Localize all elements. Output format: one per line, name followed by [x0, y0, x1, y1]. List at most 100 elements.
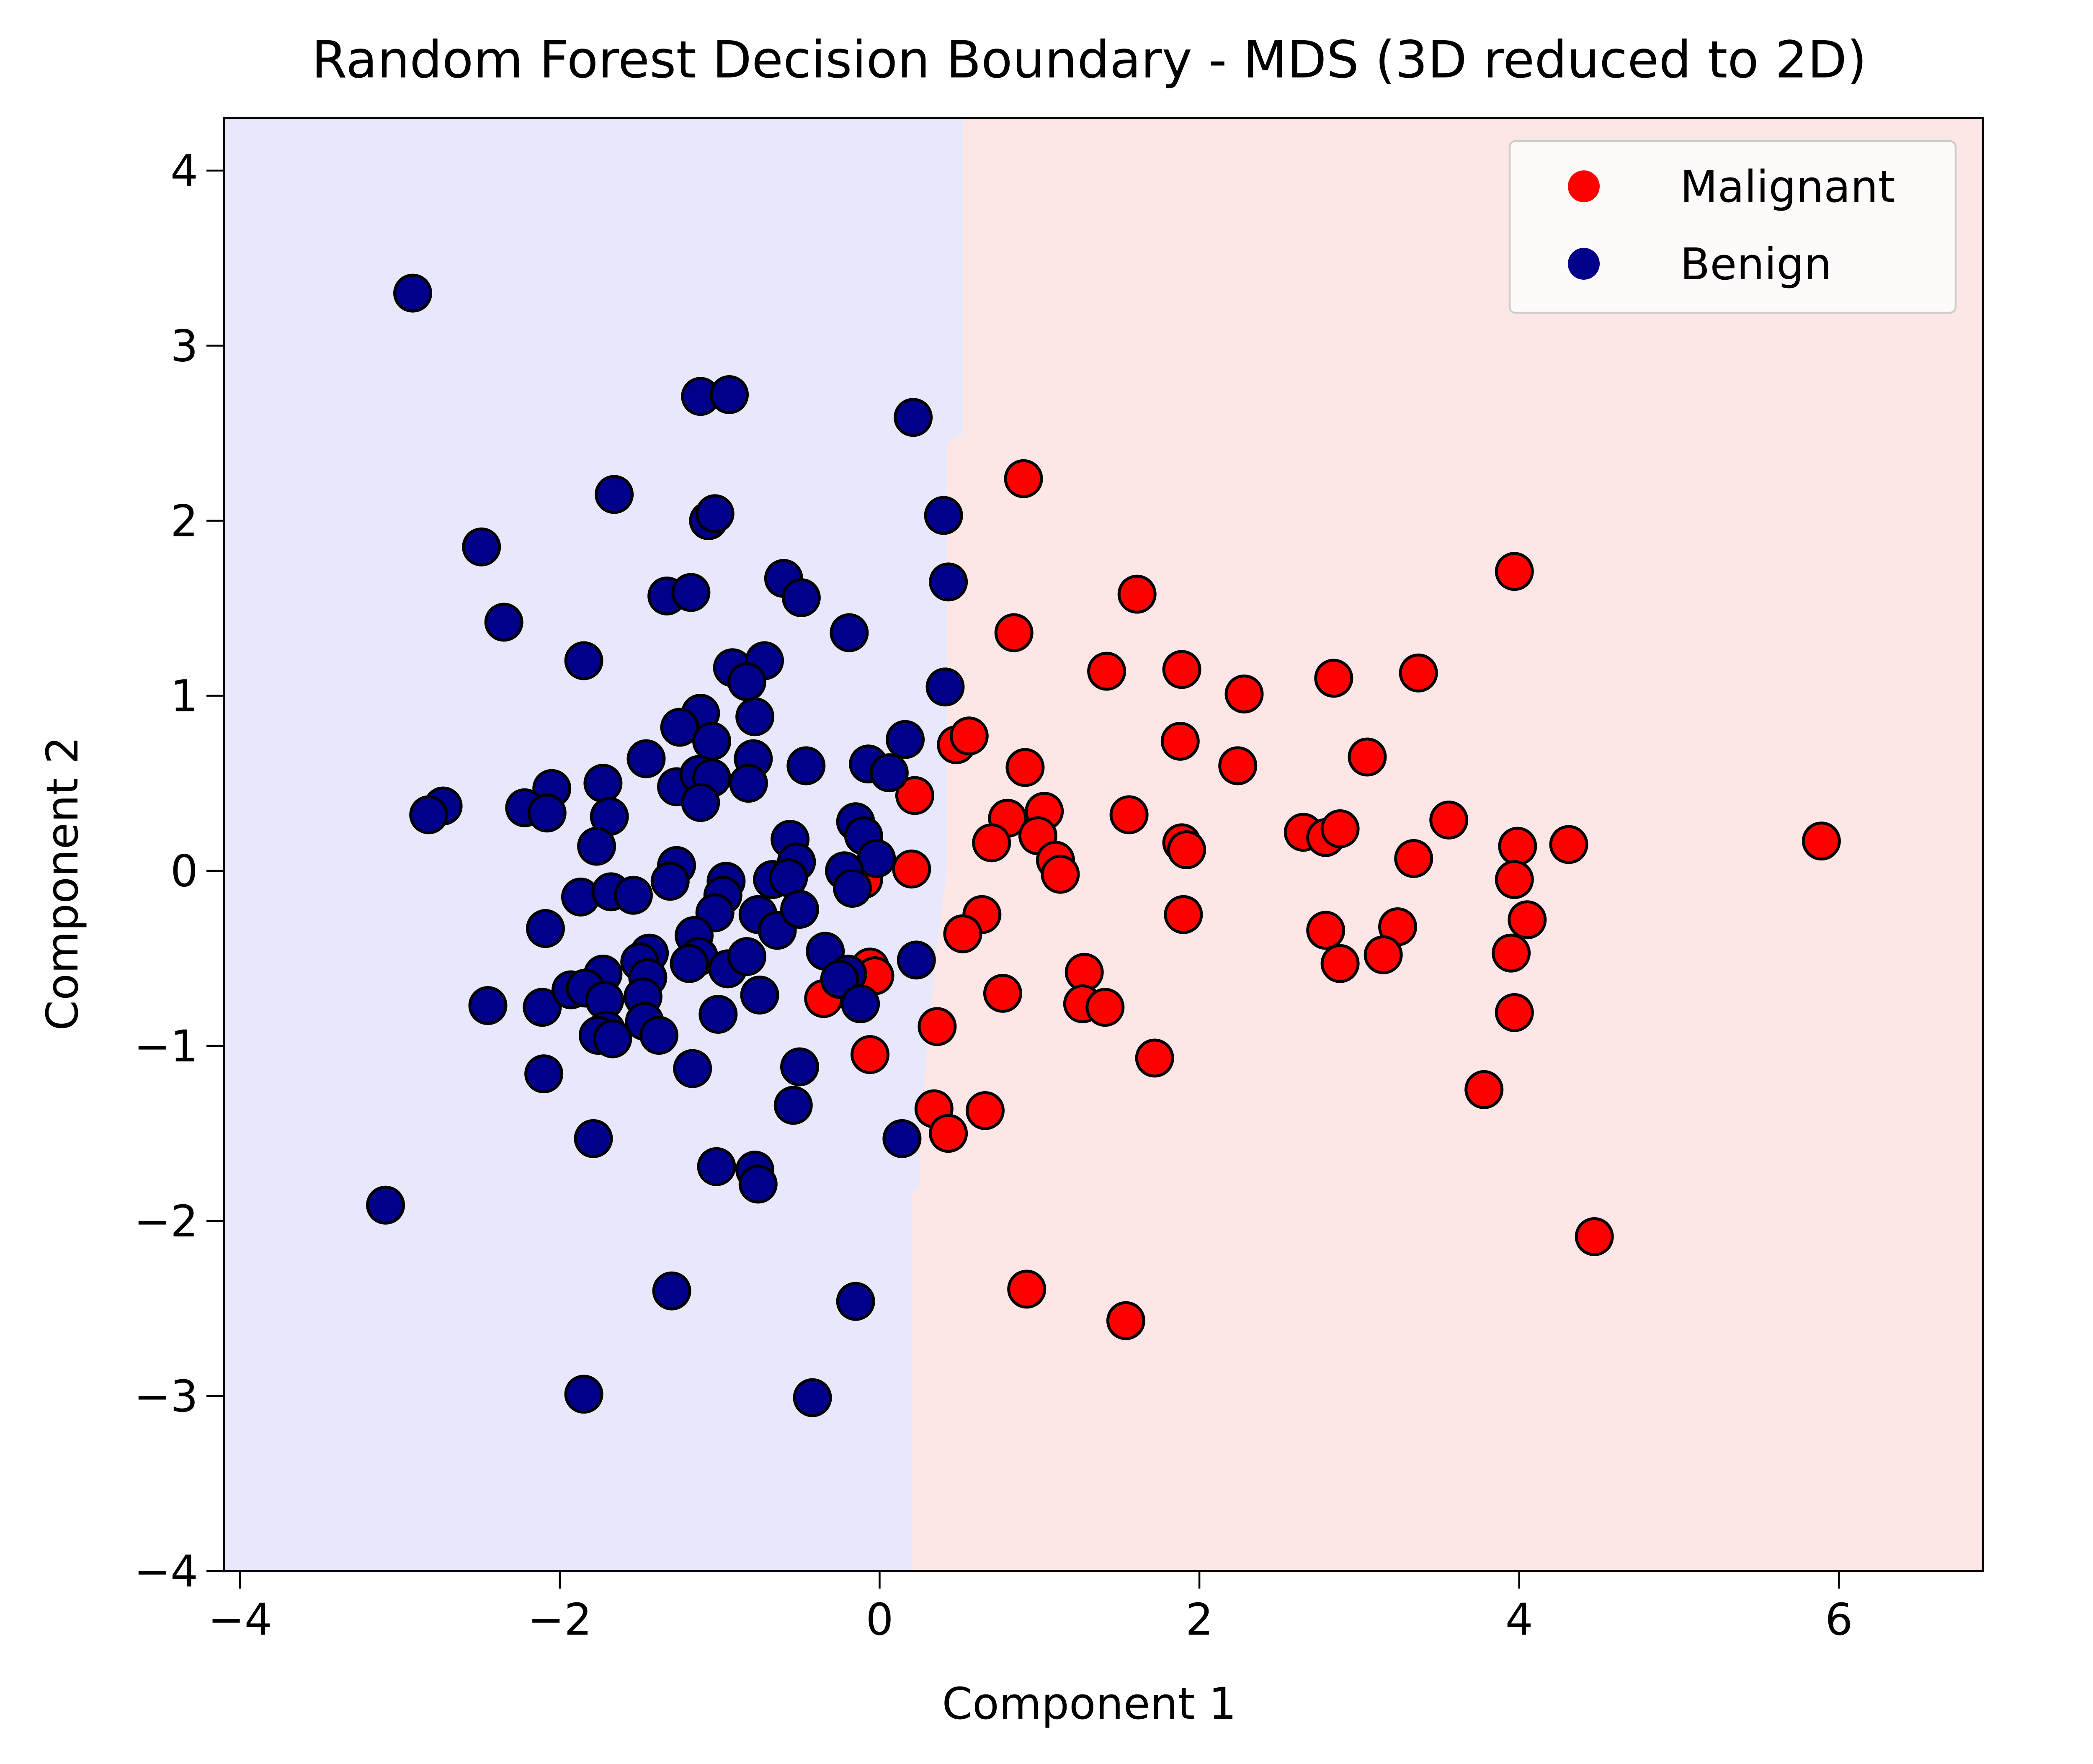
legend-label-malignant: Malignant — [1680, 161, 1895, 212]
point-malignant — [1167, 830, 1206, 870]
y-tick-label: −1 — [134, 1021, 198, 1072]
point-malignant — [1041, 855, 1080, 894]
point-benign — [833, 869, 872, 908]
point-malignant — [1306, 911, 1346, 950]
y-tick-label: −4 — [134, 1546, 198, 1597]
point-benign — [735, 697, 775, 737]
point-benign — [613, 876, 653, 915]
point-malignant — [1224, 674, 1264, 713]
point-benign — [468, 986, 508, 1025]
decision-region-malignant — [911, 118, 1983, 1571]
point-benign — [738, 1164, 778, 1204]
y-tick-label: 1 — [170, 671, 198, 722]
point-malignant — [1164, 895, 1203, 934]
point-benign — [773, 1086, 813, 1125]
point-benign — [830, 613, 869, 652]
x-tick-label: −2 — [528, 1594, 592, 1645]
legend-marker-malignant — [1568, 170, 1600, 202]
point-malignant — [1314, 659, 1353, 698]
point-benign — [652, 1271, 691, 1311]
point-benign — [727, 937, 767, 976]
point-benign — [740, 976, 779, 1015]
point-benign — [780, 1047, 820, 1087]
point-malignant — [918, 1007, 957, 1046]
point-malignant — [1085, 988, 1125, 1027]
point-malignant — [1802, 821, 1841, 861]
point-benign — [699, 995, 738, 1034]
plot-frame — [223, 117, 1984, 1572]
y-tick-label: −2 — [134, 1196, 198, 1247]
point-benign — [681, 783, 720, 822]
point-benign — [670, 944, 709, 983]
point-malignant — [1162, 650, 1201, 689]
point-malignant — [1218, 746, 1258, 785]
point-malignant — [929, 1114, 968, 1153]
legend-marker-benign — [1568, 248, 1600, 280]
point-benign — [886, 720, 925, 759]
point-benign — [595, 475, 634, 514]
point-malignant — [1087, 652, 1126, 691]
point-malignant — [1320, 944, 1360, 983]
plot-area — [224, 118, 1983, 1571]
point-malignant — [1508, 900, 1547, 940]
point-benign — [526, 909, 565, 948]
point-malignant — [1160, 721, 1200, 761]
point-benign — [564, 1375, 603, 1414]
point-malignant — [972, 823, 1011, 863]
point-malignant — [1399, 653, 1438, 693]
point-malignant — [994, 613, 1034, 652]
point-benign — [366, 1185, 405, 1225]
point-benign — [577, 827, 616, 866]
point-benign — [462, 527, 501, 567]
point-benign — [780, 890, 820, 929]
point-malignant — [1364, 935, 1403, 974]
legend-box — [1508, 140, 1957, 314]
point-malignant — [1348, 737, 1387, 777]
point-malignant — [1549, 825, 1588, 864]
point-benign — [925, 667, 965, 707]
point-benign — [650, 862, 690, 901]
x-tick-label: 0 — [866, 1594, 893, 1645]
y-tick-label: 4 — [170, 145, 198, 196]
x-tick-label: 6 — [1825, 1594, 1853, 1645]
point-benign — [786, 746, 826, 785]
x-axis: −4 −2 0 2 4 6 — [208, 1571, 1853, 1645]
chart-title: Random Forest Decision Boundary - MDS (3… — [312, 30, 1867, 90]
legend-label-benign: Benign — [1680, 239, 1832, 290]
point-benign — [409, 795, 448, 834]
point-malignant — [1109, 795, 1149, 834]
point-benign — [869, 753, 909, 793]
x-tick-label: 2 — [1186, 1594, 1213, 1645]
point-benign — [484, 603, 523, 642]
point-malignant — [949, 716, 989, 756]
point-benign — [882, 1119, 922, 1158]
point-malignant — [1495, 993, 1534, 1032]
y-tick-label: 3 — [170, 320, 198, 371]
point-benign — [524, 1054, 564, 1094]
point-malignant — [1007, 1270, 1046, 1309]
point-benign — [820, 960, 859, 999]
y-axis-label: Component 2 — [37, 736, 88, 1030]
y-axis: −4 −3 −2 −1 0 1 2 3 4 — [134, 145, 224, 1597]
point-malignant — [1492, 933, 1531, 973]
y-tick-label: −3 — [134, 1371, 198, 1422]
point-benign — [660, 708, 699, 747]
point-benign — [564, 641, 603, 680]
y-tick-label: 2 — [170, 496, 198, 547]
point-benign — [593, 1019, 632, 1058]
point-benign — [695, 494, 735, 533]
point-benign — [583, 764, 623, 803]
point-malignant — [851, 1035, 890, 1074]
x-tick-label: 4 — [1505, 1594, 1533, 1645]
data-points — [366, 273, 1841, 1417]
point-malignant — [943, 914, 982, 953]
point-benign — [523, 988, 562, 1027]
point-benign — [727, 662, 767, 701]
point-benign — [781, 578, 821, 618]
point-benign — [626, 739, 666, 778]
point-benign — [729, 764, 768, 803]
point-benign — [671, 573, 711, 612]
legend: Malignant Benign — [1508, 140, 1957, 314]
point-benign — [894, 398, 933, 437]
